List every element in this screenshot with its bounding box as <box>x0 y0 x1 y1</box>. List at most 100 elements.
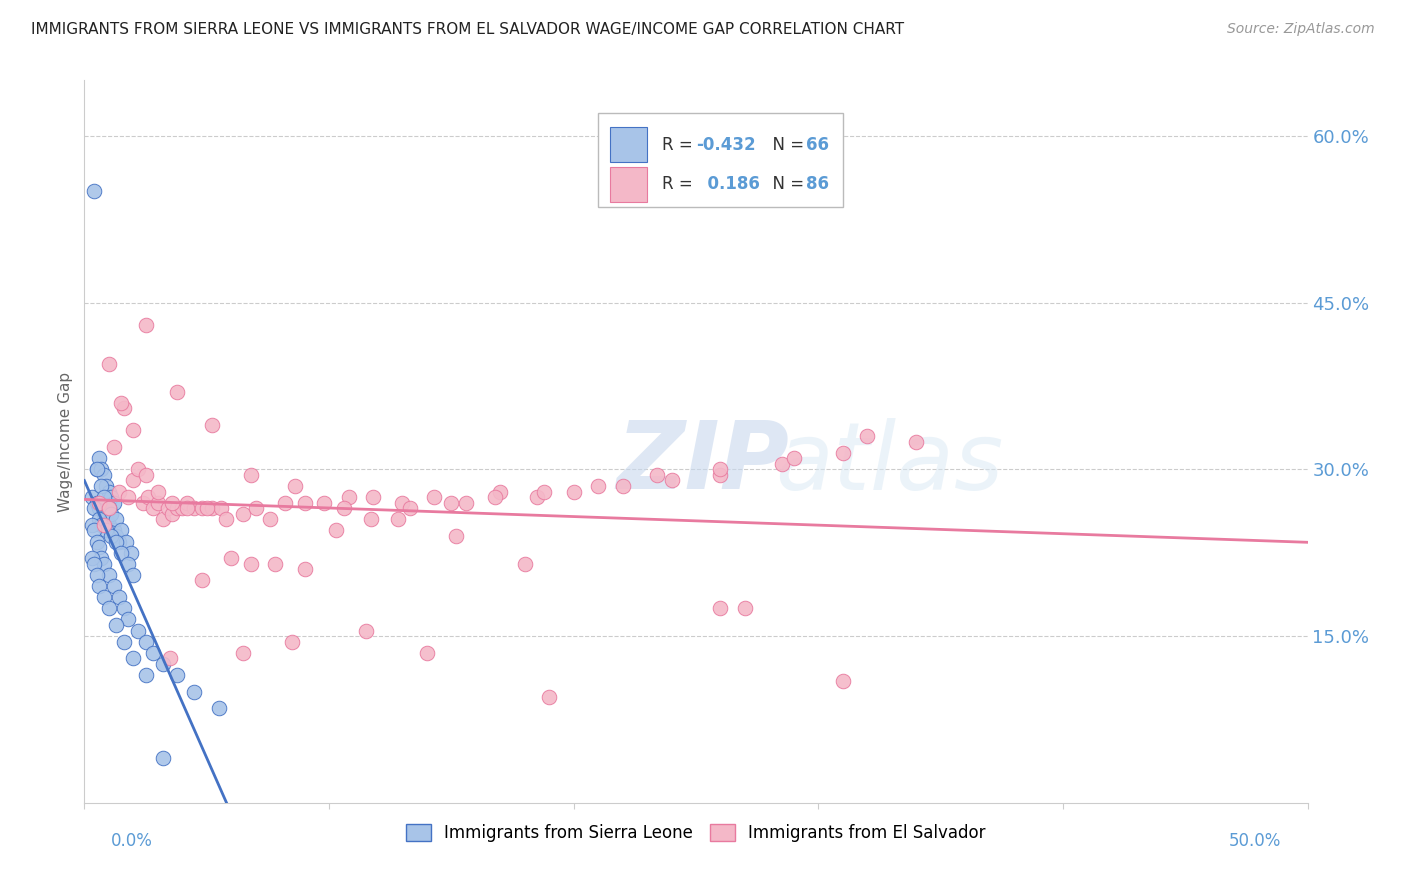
Point <box>97 601 120 615</box>
Text: -0.432: -0.432 <box>696 136 755 153</box>
Text: 86: 86 <box>806 176 830 194</box>
Point <box>709 467 731 482</box>
Point <box>783 451 806 466</box>
Point <box>152 751 174 765</box>
Point <box>86 496 108 510</box>
Point <box>284 479 307 493</box>
Point <box>136 490 159 504</box>
Point <box>183 684 205 698</box>
Point <box>770 457 793 471</box>
Point <box>112 601 135 615</box>
Point <box>215 512 238 526</box>
Point <box>80 490 103 504</box>
Point <box>294 496 316 510</box>
Point <box>314 496 336 510</box>
Point <box>93 517 115 532</box>
Point <box>274 496 297 510</box>
Point <box>259 512 281 526</box>
Point <box>107 590 129 604</box>
Point <box>122 651 145 665</box>
Point <box>100 507 122 521</box>
Point <box>122 424 145 438</box>
Point <box>831 673 853 688</box>
Point <box>103 524 125 538</box>
Point <box>132 496 155 510</box>
Point <box>146 484 169 499</box>
Point <box>87 501 110 516</box>
Point <box>332 501 354 516</box>
Point <box>142 646 165 660</box>
Point <box>200 501 222 516</box>
Point <box>191 501 214 516</box>
Point <box>135 668 157 682</box>
Point <box>135 318 157 332</box>
Point <box>162 496 184 510</box>
Point <box>325 524 347 538</box>
Point <box>86 462 108 476</box>
Point <box>166 668 188 682</box>
Point <box>100 490 122 504</box>
Point <box>526 490 548 504</box>
Point <box>96 524 118 538</box>
Point <box>489 484 512 499</box>
Point <box>96 479 118 493</box>
Point <box>107 484 129 499</box>
Point <box>97 484 120 499</box>
Point <box>115 534 138 549</box>
Point <box>354 624 377 638</box>
Point <box>146 496 169 510</box>
Point <box>117 490 139 504</box>
Point <box>93 490 115 504</box>
Text: 66: 66 <box>806 136 830 153</box>
Point <box>195 501 218 516</box>
Point <box>281 634 304 648</box>
Point <box>159 651 181 665</box>
Text: atlas: atlas <box>776 417 1004 508</box>
Point <box>533 484 555 499</box>
Point <box>162 507 184 521</box>
Point <box>294 562 316 576</box>
Point <box>152 512 174 526</box>
Point <box>105 534 128 549</box>
Point <box>87 512 110 526</box>
Point <box>93 557 115 571</box>
Point <box>176 496 198 510</box>
Point <box>232 646 254 660</box>
Point <box>97 568 120 582</box>
Point <box>103 440 125 454</box>
Point <box>440 496 463 510</box>
Point <box>112 401 135 416</box>
Text: 50.0%: 50.0% <box>1229 831 1281 850</box>
Point <box>538 690 561 705</box>
Point <box>83 185 105 199</box>
Point <box>120 546 142 560</box>
Point <box>709 601 731 615</box>
Point <box>110 546 132 560</box>
Point <box>83 524 105 538</box>
Point <box>127 624 149 638</box>
Point <box>398 501 420 516</box>
Point <box>80 517 103 532</box>
Point <box>191 574 214 588</box>
Point <box>107 534 129 549</box>
Point <box>122 474 145 488</box>
Point <box>83 557 105 571</box>
Point <box>87 451 110 466</box>
Point <box>142 501 165 516</box>
Point <box>86 462 108 476</box>
Point <box>219 551 242 566</box>
Point <box>734 601 756 615</box>
FancyBboxPatch shape <box>610 167 647 202</box>
Point <box>360 512 382 526</box>
Point <box>135 634 157 648</box>
Point <box>105 512 128 526</box>
Point <box>122 568 145 582</box>
Point <box>661 474 683 488</box>
FancyBboxPatch shape <box>598 112 842 207</box>
Text: R =: R = <box>662 136 697 153</box>
Point <box>856 429 879 443</box>
Point <box>156 501 179 516</box>
Point <box>100 529 122 543</box>
Point <box>361 490 384 504</box>
Point <box>245 501 267 516</box>
